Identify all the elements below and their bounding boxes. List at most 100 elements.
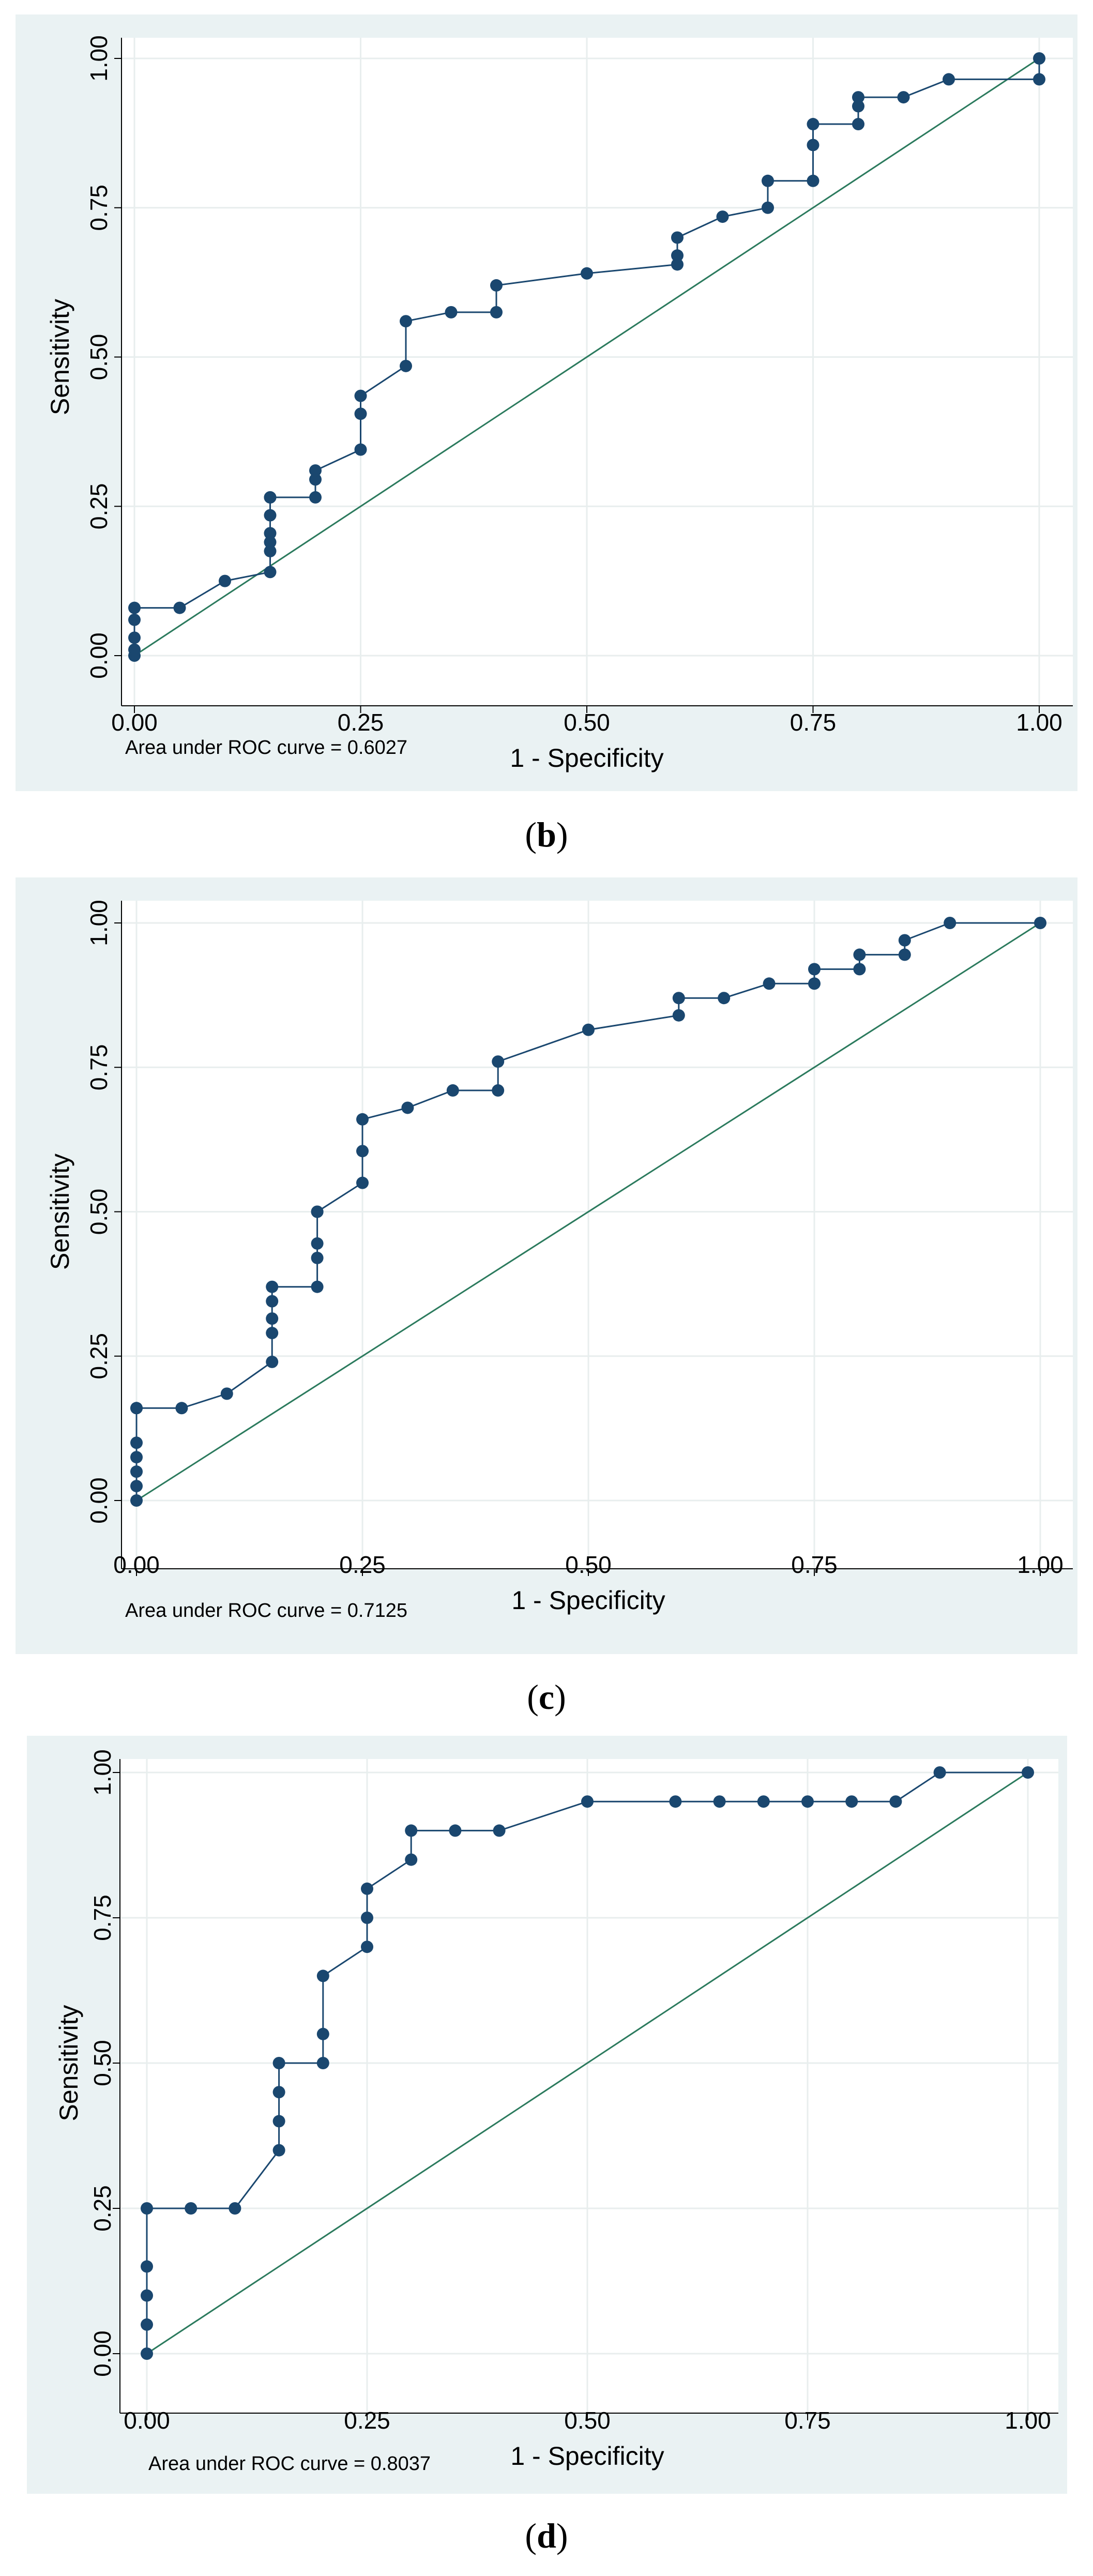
roc-point	[130, 1402, 143, 1415]
roc-chart-d: 0.00 0.25 0.50 0.75 1.00 0.00 0.25 0.50 0.75 1.00…	[54, 1749, 1058, 2475]
roc-point	[173, 601, 186, 614]
roc-point	[316, 2057, 329, 2069]
x-tick-label: 0.00	[124, 2407, 170, 2434]
roc-point	[671, 249, 684, 262]
roc-point	[762, 201, 774, 214]
roc-point	[449, 1824, 462, 1837]
roc-point	[185, 2202, 198, 2215]
reference-line	[134, 57, 1040, 657]
roc-point	[852, 91, 864, 104]
roc-point	[762, 174, 774, 187]
roc-point	[1033, 73, 1045, 86]
roc-point	[943, 73, 955, 86]
roc-point	[716, 210, 729, 223]
roc-curve-line	[146, 1771, 1028, 2354]
roc-point	[264, 544, 277, 557]
roc-point	[128, 601, 141, 614]
roc-point	[272, 2144, 285, 2157]
roc-point	[175, 1402, 188, 1415]
roc-point	[671, 258, 684, 271]
roc-point	[889, 1795, 902, 1808]
x-tick-label: 0.25	[344, 2407, 390, 2434]
chart-panel-d: 0.00 0.25 0.50 0.75 1.00 0.00 0.25 0.50 0.75 1.00…	[27, 1736, 1067, 2494]
roc-point	[807, 139, 819, 151]
roc-point	[898, 948, 911, 961]
roc-point	[309, 473, 322, 486]
plot-area-d	[120, 1759, 1058, 2413]
roc-point	[845, 1795, 858, 1808]
roc-point	[128, 631, 141, 644]
roc-point	[361, 1912, 373, 1924]
y-tick-label: 0.00	[85, 1477, 112, 1524]
roc-point	[264, 536, 277, 549]
roc-point	[264, 491, 277, 504]
roc-point	[272, 2086, 285, 2099]
roc-point	[492, 1084, 505, 1097]
roc-point	[492, 1055, 505, 1068]
roc-point	[264, 566, 277, 579]
roc-point	[229, 2202, 241, 2215]
roc-point	[141, 2202, 153, 2215]
x-tick-label: 0.25	[339, 1551, 386, 1578]
roc-point	[944, 917, 957, 929]
x-tick-label: 1.00	[1005, 2407, 1051, 2434]
roc-point	[400, 315, 412, 328]
roc-point	[1034, 917, 1046, 929]
x-axis-title: 1 - Specificity	[510, 2442, 664, 2471]
x-axis-title: 1 - Specificity	[511, 1586, 665, 1615]
roc-point	[316, 2027, 329, 2040]
roc-point	[361, 1882, 373, 1895]
y-tick-label: 0.50	[89, 2040, 116, 2086]
roc-point	[354, 443, 367, 456]
roc-point	[669, 1795, 682, 1808]
roc-point	[309, 491, 322, 504]
roc-point	[582, 1023, 595, 1036]
roc-chart-c: 0.00 0.25 0.50 0.75 1.00 0.00 0.25 0.50 0.75 1.00…	[45, 900, 1073, 1622]
panel-label-c: c	[538, 1677, 555, 1717]
roc-point	[897, 91, 910, 104]
roc-point	[808, 963, 821, 976]
roc-point	[311, 1205, 324, 1218]
roc-point	[718, 992, 731, 1005]
roc-point	[266, 1355, 279, 1368]
roc-point	[356, 1176, 369, 1189]
roc-point	[808, 977, 821, 990]
y-tick-label: 0.75	[85, 1044, 112, 1090]
roc-point	[311, 1251, 324, 1264]
panel-caption-c: (c)	[527, 1677, 566, 1717]
x-tick-label: 0.25	[338, 709, 384, 736]
roc-point	[400, 359, 412, 372]
roc-point	[672, 1009, 685, 1022]
roc-point	[801, 1795, 814, 1808]
roc-point	[130, 1436, 143, 1449]
roc-point	[130, 1494, 143, 1507]
roc-point	[264, 509, 277, 522]
roc-point	[1022, 1766, 1034, 1779]
roc-point	[266, 1280, 279, 1293]
y-tick-label: 0.00	[89, 2330, 116, 2377]
x-tick-label: 0.75	[784, 2407, 831, 2434]
roc-point	[264, 527, 277, 540]
roc-point	[130, 1465, 143, 1478]
y-tick-label: 1.00	[89, 1749, 116, 1796]
x-axis-title: 1 - Specificity	[510, 744, 663, 772]
roc-point	[272, 2115, 285, 2128]
roc-point	[316, 1969, 329, 1982]
roc-point	[490, 306, 503, 319]
roc-point	[354, 389, 367, 402]
auc-note: Area under ROC curve = 0.8037	[148, 2453, 431, 2475]
x-tick-label: 0.00	[111, 709, 158, 736]
y-tick-label: 0.25	[89, 2185, 116, 2232]
roc-point	[445, 306, 458, 319]
roc-point	[141, 2289, 153, 2302]
x-tick-label: 0.75	[791, 1551, 838, 1578]
roc-point	[220, 1387, 233, 1400]
roc-point	[807, 174, 819, 187]
y-axis-title: Sensitivity	[54, 2005, 83, 2121]
roc-chart-b: 0.00 0.25 0.50 0.75 1.00 0.00 0.25 0.50 0.75 1.00…	[45, 35, 1073, 772]
roc-point	[266, 1312, 279, 1325]
panel-caption-d: (d)	[525, 2516, 568, 2555]
auc-note: Area under ROC curve = 0.7125	[125, 1600, 407, 1622]
roc-point	[311, 1280, 324, 1293]
roc-point	[898, 934, 911, 947]
